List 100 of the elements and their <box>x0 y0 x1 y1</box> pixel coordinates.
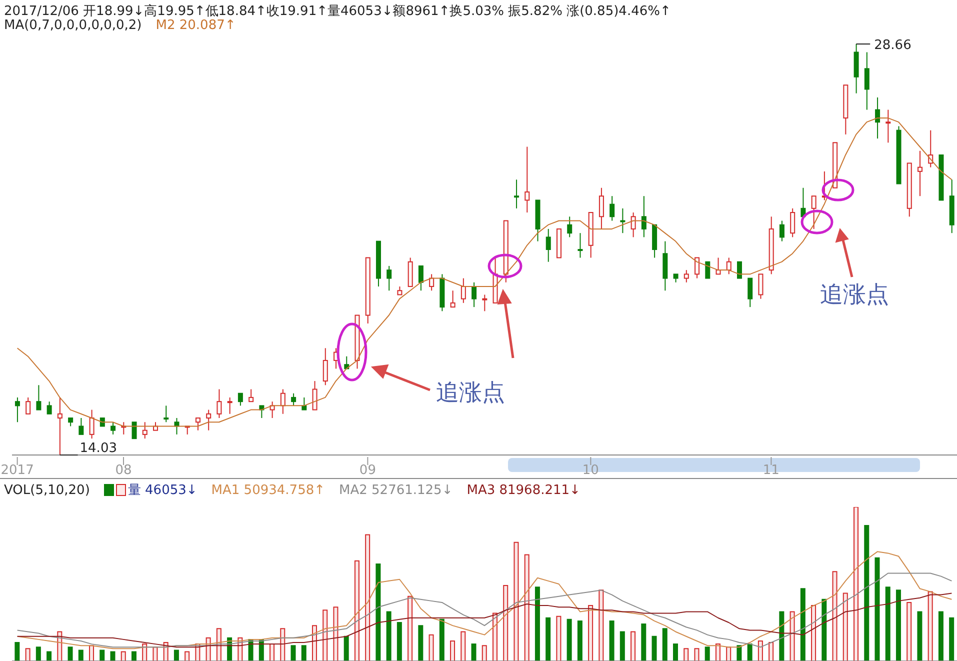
bar <box>566 618 572 661</box>
bar <box>503 585 508 661</box>
bar <box>152 646 158 661</box>
bar <box>620 631 625 661</box>
bar <box>439 618 444 661</box>
candlestick <box>206 409 212 431</box>
bar <box>641 624 646 661</box>
bar <box>524 554 530 661</box>
bar <box>110 651 116 661</box>
text: MA2 52761.125↓ <box>339 483 453 498</box>
bar <box>68 646 73 661</box>
bar <box>270 644 275 661</box>
candlestick <box>886 109 891 144</box>
bar <box>598 590 604 661</box>
candlestick <box>514 179 520 209</box>
bar <box>556 616 562 661</box>
bar <box>14 642 20 661</box>
candlestick <box>641 196 646 238</box>
bar <box>546 617 551 661</box>
candlestick <box>630 212 636 238</box>
candlestick <box>482 294 488 312</box>
candlestick <box>662 240 668 292</box>
candlestick <box>875 96 880 140</box>
bar <box>354 560 360 661</box>
bar <box>312 625 317 661</box>
candlestick <box>216 388 222 419</box>
bar <box>811 605 816 661</box>
bar <box>673 644 678 661</box>
chart-title: 2017/12/06 开18.99↓高19.95↑低18.84↑收19.91↑量46053↓额8961↑换5.03% 振5.82% 涨(0.85)4.46%↑ <box>4 3 671 19</box>
bar <box>450 640 456 661</box>
x-tick-label: 09 <box>359 463 376 478</box>
annotation: 追涨点 <box>820 282 889 308</box>
bar <box>322 610 328 661</box>
bar <box>609 620 614 661</box>
annotation: 28.66 <box>874 38 912 53</box>
candlestick <box>227 396 232 414</box>
bar <box>715 644 720 661</box>
bar <box>428 634 434 661</box>
x-tick-label: 2017 <box>0 463 34 478</box>
candlestick <box>322 348 328 386</box>
bar <box>928 591 933 661</box>
bar <box>896 590 901 661</box>
candlestick <box>854 44 859 94</box>
bar <box>854 507 859 661</box>
candlestick <box>864 52 870 110</box>
bar <box>89 645 94 661</box>
candlestick <box>578 232 583 258</box>
bar <box>471 644 476 661</box>
text: MA3 81968.211↓ <box>466 483 580 498</box>
bar <box>120 651 126 661</box>
bar <box>482 645 487 661</box>
chart-title: VOL(5,10,20) <box>4 483 90 498</box>
bar <box>418 625 424 661</box>
candlestick <box>546 228 551 262</box>
bar <box>747 644 752 661</box>
x-tick-label: 11 <box>762 463 780 478</box>
bar <box>365 534 370 661</box>
candlestick <box>598 187 604 230</box>
bar <box>25 648 30 661</box>
candlestick <box>280 388 286 414</box>
bar <box>652 636 657 661</box>
bar <box>344 636 349 661</box>
chart-subtitle: MA(0,7,0,0,0,0,0,0,2) <box>4 18 142 33</box>
candlestick <box>142 422 148 440</box>
bar <box>864 524 870 661</box>
bar <box>822 598 827 661</box>
legend-label: 量 46053↓ <box>126 483 198 498</box>
bar <box>386 611 392 661</box>
bar <box>290 645 296 661</box>
bar <box>142 644 148 661</box>
annotation: 14.03 <box>80 441 117 456</box>
bar <box>832 571 838 661</box>
candlestick <box>918 150 922 197</box>
candlestick <box>790 208 796 238</box>
bar <box>376 563 381 661</box>
bar <box>842 592 848 661</box>
candlestick <box>89 409 94 440</box>
bar <box>726 646 732 661</box>
bar <box>938 611 944 661</box>
bar <box>408 596 413 661</box>
bar <box>684 648 689 661</box>
bar <box>736 645 742 661</box>
bar <box>874 557 880 661</box>
text: MA1 50934.758↑ <box>211 483 326 498</box>
candlestick <box>684 270 689 283</box>
candlestick <box>57 396 62 455</box>
candlestick <box>620 208 626 234</box>
bar <box>46 651 52 661</box>
candlestick <box>460 278 466 304</box>
candlestick <box>524 146 530 214</box>
bar <box>800 588 806 661</box>
bar <box>704 646 710 661</box>
bar <box>78 650 84 661</box>
bar <box>396 622 402 661</box>
x-tick-label: 08 <box>115 463 132 478</box>
annotation: 追涨点 <box>436 380 505 406</box>
candlestick <box>768 216 774 275</box>
bar <box>534 586 540 661</box>
bar <box>906 602 912 661</box>
bar <box>694 648 700 661</box>
